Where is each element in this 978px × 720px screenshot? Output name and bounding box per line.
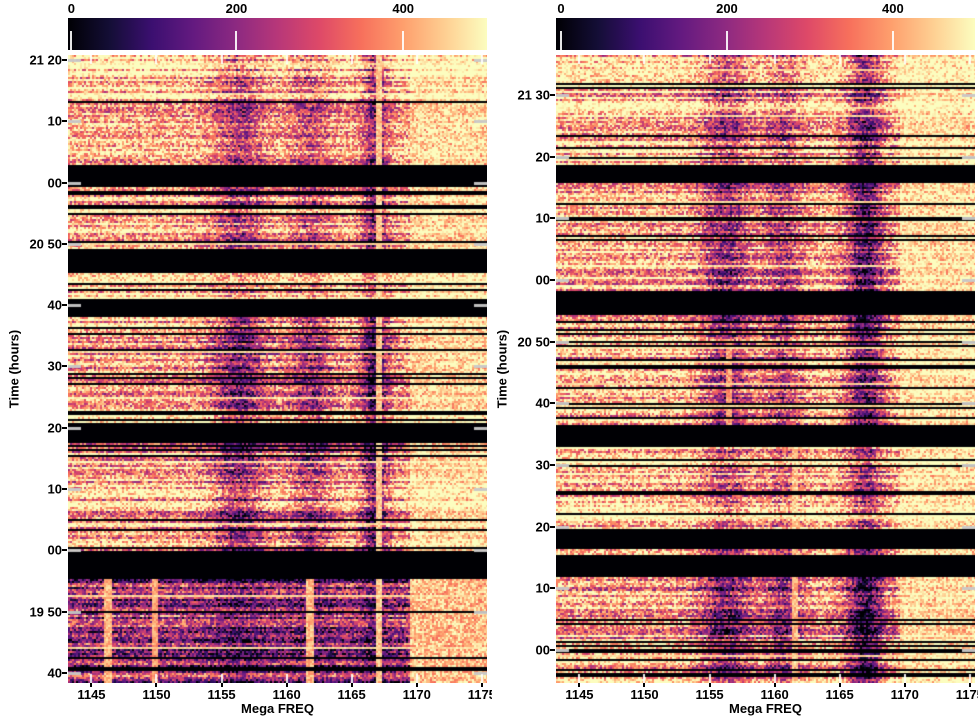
y-tick-label: 10 xyxy=(535,210,550,226)
y-tick-mark xyxy=(62,242,67,245)
colorbar-tick-mark xyxy=(235,31,238,50)
x-tick-label: 1160 xyxy=(272,687,301,702)
x-tick-mark xyxy=(708,683,711,687)
y-tick-mark xyxy=(62,488,67,491)
y-tick-label: 30 xyxy=(47,358,62,374)
x-axis-label-left: Mega FREQ xyxy=(241,701,314,716)
panel-right: Mega FREQ Time (hours) 0 200 400 1145 1150 11… xyxy=(492,0,978,720)
y-tick-label: 10 xyxy=(47,113,62,129)
x-tick-mark xyxy=(773,683,776,687)
x-tick-label: 1145 xyxy=(565,687,594,702)
colorbar-right xyxy=(556,18,975,50)
y-tick-label: 10 xyxy=(535,580,550,596)
y-tick-label: 40 xyxy=(47,297,62,313)
colorbar-tick-label: 200 xyxy=(716,1,738,16)
x-tick-label: 1150 xyxy=(142,687,171,702)
y-tick-mark xyxy=(550,340,555,343)
y-tick-label: 00 xyxy=(535,642,550,658)
y-tick-label: 00 xyxy=(535,272,550,288)
y-tick-label: 21 20 xyxy=(29,52,62,68)
y-tick-mark xyxy=(550,464,555,467)
x-tick-mark xyxy=(220,683,223,687)
y-tick-label: 19 50 xyxy=(29,604,62,620)
colorbar-tick-mark xyxy=(725,31,728,50)
x-axis-label-right: Mega FREQ xyxy=(729,701,802,716)
x-tick-mark xyxy=(350,683,353,687)
x-tick-mark xyxy=(155,683,158,687)
x-tick-mark xyxy=(90,683,93,687)
y-tick-mark xyxy=(550,525,555,528)
y-tick-label: 30 xyxy=(535,457,550,473)
colorbar-tick-label: 400 xyxy=(392,1,415,16)
y-tick-label: 21 30 xyxy=(517,87,550,103)
spectrogram-left xyxy=(68,55,487,683)
y-tick-mark xyxy=(550,217,555,220)
colorbar-tick-label: 200 xyxy=(225,1,248,16)
y-tick-label: 20 50 xyxy=(29,236,62,252)
y-tick-mark xyxy=(62,304,67,307)
x-tick-label: 1165 xyxy=(337,687,366,702)
x-tick-label: 1170 xyxy=(890,687,919,702)
colorbar-tick-label: 400 xyxy=(882,1,904,16)
y-tick-label: 00 xyxy=(47,542,62,558)
y-tick-mark xyxy=(550,278,555,281)
y-tick-mark xyxy=(62,59,67,62)
colorbar-tick-label: 0 xyxy=(67,1,75,16)
x-tick-mark xyxy=(415,683,418,687)
y-tick-label: 40 xyxy=(47,665,62,681)
y-tick-mark xyxy=(550,94,555,96)
spectrogram-right xyxy=(556,55,975,683)
colorbar-tick-mark xyxy=(560,31,563,50)
y-tick-mark xyxy=(62,426,67,429)
y-tick-mark xyxy=(550,155,555,158)
x-tick-label: 1175 xyxy=(467,687,492,702)
panel-left: Mega FREQ Time (hours) 0 200 400 1145 1150 11… xyxy=(7,1,493,716)
colorbar-tick-mark xyxy=(70,31,73,50)
y-tick-label: 20 xyxy=(535,519,550,535)
x-tick-mark xyxy=(480,683,483,687)
y-tick-mark xyxy=(62,672,67,674)
x-tick-label: 1165 xyxy=(825,687,854,702)
x-tick-label: 1155 xyxy=(695,687,724,702)
x-tick-mark xyxy=(285,683,288,687)
x-tick-label: 1155 xyxy=(207,687,236,702)
y-tick-mark xyxy=(62,120,67,123)
x-tick-label: 1145 xyxy=(77,687,106,702)
x-tick-mark xyxy=(968,683,971,687)
y-tick-mark xyxy=(62,549,67,552)
x-tick-mark xyxy=(838,683,841,687)
x-tick-mark xyxy=(643,683,646,687)
x-tick-label: 1150 xyxy=(630,687,659,702)
y-tick-mark xyxy=(62,181,67,184)
y-tick-label: 10 xyxy=(47,481,62,497)
y-tick-mark xyxy=(550,587,555,590)
y-tick-label: 40 xyxy=(535,395,550,411)
x-tick-mark xyxy=(578,683,581,687)
y-tick-mark xyxy=(550,402,555,405)
y-tick-label: 20 50 xyxy=(517,334,550,350)
x-tick-label: 1175 xyxy=(955,687,978,702)
y-tick-mark xyxy=(550,649,555,652)
y-tick-mark xyxy=(62,365,67,368)
colorbar-tick-mark xyxy=(402,31,405,50)
y-tick-label: 20 xyxy=(535,149,550,165)
y-tick-mark xyxy=(62,610,67,613)
y-tick-label: 20 xyxy=(47,420,62,436)
colorbar-tick-mark xyxy=(891,31,894,50)
y-tick-label: 00 xyxy=(47,175,62,191)
x-tick-label: 1170 xyxy=(402,687,431,702)
colorbar-tick-label: 0 xyxy=(557,1,565,16)
x-tick-mark xyxy=(903,683,906,687)
colorbar-left xyxy=(68,18,487,50)
x-tick-label: 1160 xyxy=(760,687,789,702)
